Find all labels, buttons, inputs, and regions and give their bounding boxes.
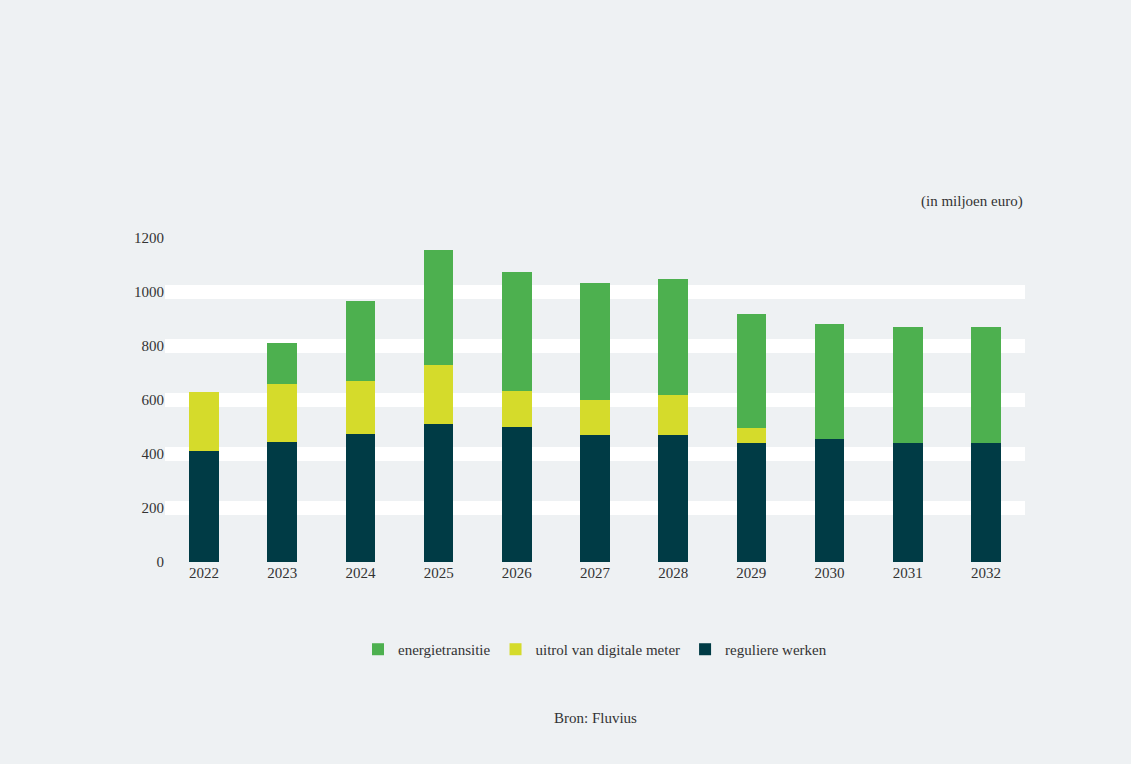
svg-text:Bron: Fluvius: Bron: Fluvius: [554, 710, 637, 726]
svg-text:2025: 2025: [424, 565, 454, 581]
svg-text:2026: 2026: [502, 565, 533, 581]
svg-text:2027: 2027: [580, 565, 611, 581]
svg-text:2023: 2023: [267, 565, 297, 581]
svg-text:2029: 2029: [736, 565, 766, 581]
svg-text:400: 400: [142, 446, 165, 462]
svg-text:0: 0: [157, 554, 165, 570]
svg-text:energietransitie: energietransitie: [398, 642, 491, 658]
svg-text:2032: 2032: [971, 565, 1001, 581]
svg-text:2030: 2030: [815, 565, 845, 581]
svg-text:800: 800: [142, 338, 165, 354]
svg-text:reguliere werken: reguliere werken: [725, 642, 827, 658]
svg-text:600: 600: [142, 392, 165, 408]
svg-text:2022: 2022: [189, 565, 219, 581]
svg-text:(in miljoen euro): (in miljoen euro): [921, 193, 1023, 210]
svg-text:2024: 2024: [345, 565, 376, 581]
svg-text:2031: 2031: [893, 565, 923, 581]
svg-text:uitrol van digitale meter: uitrol van digitale meter: [536, 642, 681, 658]
svg-text:1000: 1000: [134, 284, 164, 300]
svg-text:2028: 2028: [658, 565, 688, 581]
svg-text:1200: 1200: [134, 230, 164, 246]
svg-text:200: 200: [142, 500, 165, 516]
